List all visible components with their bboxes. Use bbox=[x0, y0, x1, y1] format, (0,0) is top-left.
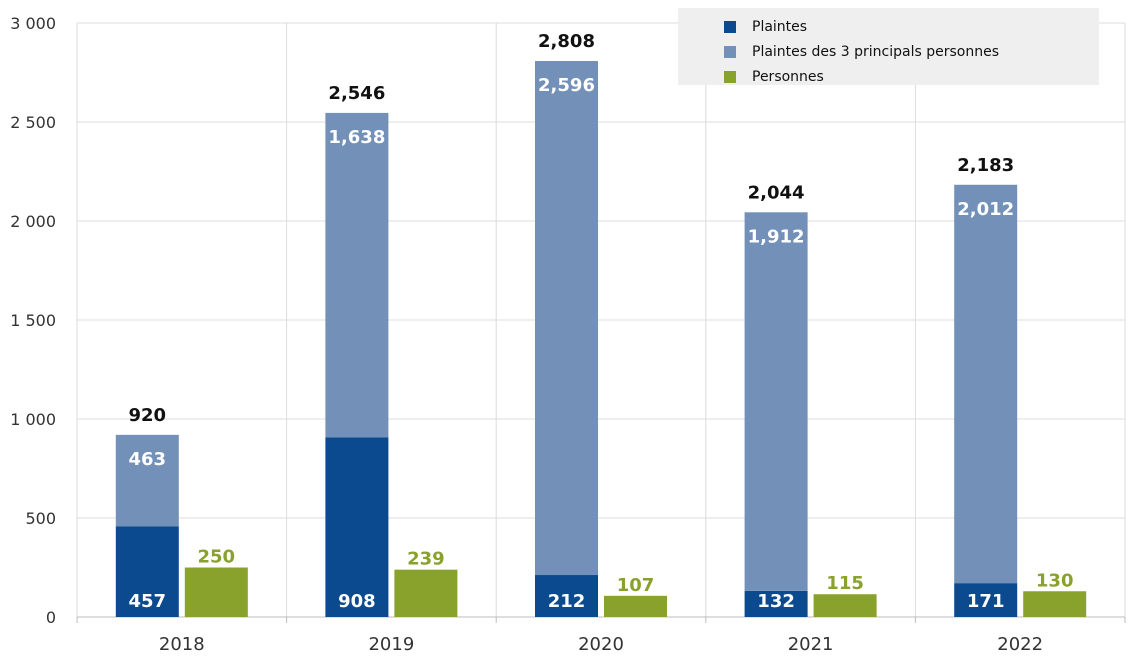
bar-personnes bbox=[394, 569, 458, 617]
data-label-personnes: 115 bbox=[826, 573, 864, 594]
data-label-plaintes-top3: 1,912 bbox=[748, 226, 805, 247]
y-tick-label: 3 000 bbox=[10, 14, 56, 33]
data-label-personnes: 107 bbox=[617, 575, 655, 596]
total-label: 2,546 bbox=[328, 83, 385, 104]
x-tick-label: 2018 bbox=[159, 634, 205, 655]
data-label-plaintes: 212 bbox=[548, 591, 586, 612]
legend-item-plaintes: Plaintes bbox=[724, 17, 807, 37]
data-label-plaintes-top3: 2,596 bbox=[538, 75, 595, 96]
legend: Plaintes Plaintes des 3 principals perso… bbox=[678, 8, 1099, 85]
legend-swatch-personnes bbox=[724, 71, 736, 83]
bar-plaintes-top3 bbox=[744, 212, 808, 591]
data-label-plaintes: 457 bbox=[129, 591, 167, 612]
bar-plaintes-top3 bbox=[535, 61, 598, 576]
total-label: 2,183 bbox=[957, 155, 1014, 176]
legend-item-personnes: Personnes bbox=[724, 67, 824, 87]
x-tick-label: 2021 bbox=[788, 634, 834, 655]
data-label-plaintes: 132 bbox=[757, 591, 795, 612]
data-label-plaintes-top3: 463 bbox=[129, 449, 167, 470]
data-label-plaintes: 908 bbox=[338, 591, 376, 612]
bar-plaintes bbox=[744, 590, 808, 617]
bar-plaintes bbox=[535, 575, 598, 617]
bar-plaintes-top3 bbox=[954, 184, 1018, 584]
data-label-personnes: 250 bbox=[198, 547, 236, 568]
bar-personnes bbox=[604, 595, 667, 617]
y-tick-label: 2 000 bbox=[10, 212, 56, 231]
legend-label-plaintes: Plaintes bbox=[752, 19, 808, 35]
bar-plaintes bbox=[325, 437, 389, 617]
y-tick-label: 1 500 bbox=[10, 311, 56, 330]
bar-personnes bbox=[813, 594, 877, 617]
data-label-plaintes-top3: 2,012 bbox=[957, 199, 1014, 220]
bar-personnes bbox=[184, 567, 248, 617]
y-tick-label: 0 bbox=[46, 608, 56, 627]
y-tick-label: 500 bbox=[25, 509, 56, 528]
bar-personnes bbox=[1023, 591, 1087, 617]
data-label-personnes: 130 bbox=[1036, 570, 1074, 591]
legend-item-plaintes-top3: Plaintes des 3 principals personnes bbox=[724, 42, 999, 62]
x-tick-label: 2019 bbox=[368, 634, 414, 655]
legend-label-plaintes-top3: Plaintes des 3 principals personnes bbox=[752, 44, 999, 60]
data-label-plaintes: 171 bbox=[967, 591, 1005, 612]
legend-swatch-plaintes bbox=[724, 21, 736, 33]
y-tick-label: 1 000 bbox=[10, 410, 56, 429]
data-label-plaintes-top3: 1,638 bbox=[328, 127, 385, 148]
total-label: 2,044 bbox=[748, 182, 805, 203]
x-tick-label: 2020 bbox=[578, 634, 624, 655]
y-tick-label: 2 500 bbox=[10, 113, 56, 132]
legend-swatch-plaintes-top3 bbox=[724, 46, 736, 58]
total-label: 920 bbox=[129, 405, 167, 426]
bar-plaintes bbox=[115, 526, 179, 617]
bar-plaintes bbox=[954, 583, 1018, 617]
legend-label-personnes: Personnes bbox=[752, 69, 824, 85]
data-label-personnes: 239 bbox=[407, 549, 445, 570]
total-label: 2,808 bbox=[538, 31, 595, 52]
bar-plaintes-top3 bbox=[115, 434, 179, 527]
x-tick-label: 2022 bbox=[997, 634, 1043, 655]
bar-plaintes-top3 bbox=[325, 112, 389, 438]
